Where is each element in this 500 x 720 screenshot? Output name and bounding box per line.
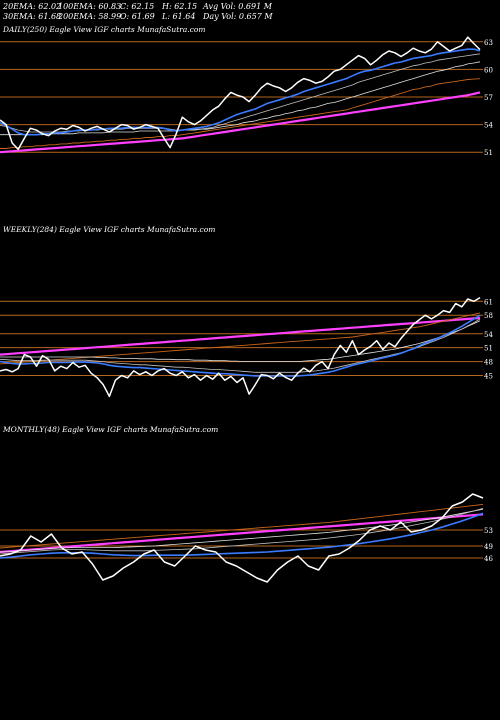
header-high: H: 62.15 bbox=[162, 2, 198, 11]
weekly-ema200-line bbox=[0, 312, 481, 365]
weekly-ytick-label: 51 bbox=[484, 345, 493, 353]
daily-ytick-label: 63 bbox=[484, 39, 493, 47]
monthly-ema30-line bbox=[0, 508, 484, 555]
weekly-ema20-line bbox=[0, 314, 481, 377]
monthly-ytick-label: 49 bbox=[484, 543, 493, 551]
monthly-ytick-label: 53 bbox=[484, 527, 493, 535]
header-ema200: 200EMA: 58.99 bbox=[58, 12, 122, 21]
daily-ema20-line bbox=[0, 48, 481, 136]
weekly-ytick-label: 48 bbox=[484, 359, 493, 367]
monthly-price-line bbox=[0, 493, 484, 583]
daily-ytick-label: 54 bbox=[484, 122, 493, 130]
monthly-panel-title: MONTHLY(48) Eagle View IGF charts Munafa… bbox=[3, 425, 219, 434]
weekly-price-line bbox=[0, 296, 481, 398]
daily-price-line bbox=[0, 36, 481, 151]
weekly-ytick-label: 58 bbox=[484, 312, 493, 320]
daily-ytick-label: 57 bbox=[484, 94, 493, 102]
monthly-pink-line bbox=[0, 513, 484, 554]
header-close: C: 62.15 bbox=[120, 2, 155, 11]
daily-ema200-line bbox=[0, 78, 481, 149]
weekly-ema100-line bbox=[0, 320, 481, 363]
header-ema30: 30EMA: 61.68 bbox=[3, 12, 62, 21]
weekly-ytick-label: 54 bbox=[484, 331, 493, 339]
daily-panel-title: DAILY(250) Eagle View IGF charts MunafaS… bbox=[3, 25, 206, 34]
header-ema100: 100EMA: 60.83 bbox=[58, 2, 122, 11]
daily-ema30-line bbox=[0, 53, 481, 133]
header-ema20: 20EMA: 62.02 bbox=[3, 2, 62, 11]
weekly-ytick-label: 61 bbox=[484, 298, 493, 306]
daily-ema100-line bbox=[0, 61, 481, 136]
weekly-ytick-label: 45 bbox=[484, 373, 493, 381]
monthly-ema200-line bbox=[0, 503, 484, 549]
monthly-ytick-label: 46 bbox=[484, 555, 493, 563]
weekly-pink-line bbox=[0, 316, 481, 356]
header-day-vol: Day Vol: 0.657 M bbox=[203, 12, 273, 21]
daily-ytick-label: 51 bbox=[484, 149, 493, 157]
weekly-panel-title: WEEKLY(284) Eagle View IGF charts Munafa… bbox=[3, 225, 216, 234]
header-open: O: 61.69 bbox=[120, 12, 155, 21]
header-low: L: 61.64 bbox=[162, 12, 196, 21]
daily-ytick-label: 60 bbox=[484, 66, 493, 74]
header-avg-vol: Avg Vol: 0.691 M bbox=[203, 2, 272, 11]
daily-pink-line bbox=[0, 91, 481, 154]
